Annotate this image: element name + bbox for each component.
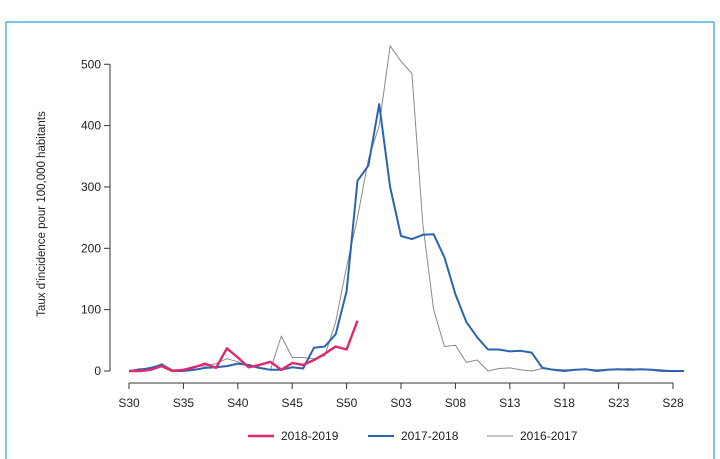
x-tick-label: S30	[118, 396, 140, 410]
series-line-2018-2019	[129, 320, 359, 373]
y-axis: 0 100 200 300 400 500	[81, 57, 111, 378]
legend-label: 2017-2018	[401, 429, 459, 443]
x-tick-label: S45	[282, 396, 304, 410]
x-tick-label: S03	[390, 396, 412, 410]
y-tick-label: 300	[81, 180, 101, 194]
x-tick-label: S23	[608, 396, 630, 410]
legend: 2018-2019 2017-2018 2016-2017	[248, 429, 578, 443]
x-tick-label: S18	[554, 396, 576, 410]
legend-label: 2018-2019	[281, 429, 339, 443]
x-tick-label: S50	[336, 396, 358, 410]
x-tick-label: S28	[662, 396, 684, 410]
x-axis: S30 S35 S40 S45 S50 S03 S08 S13 S18 S23 S28	[118, 382, 684, 410]
y-tick-label: 200	[81, 241, 101, 255]
y-tick-label: 500	[81, 57, 101, 71]
x-tick-label: S08	[445, 396, 467, 410]
x-tick-label: S35	[173, 396, 195, 410]
y-axis-title: Taux d'incidence pour 100,000 habitants	[36, 111, 48, 317]
x-tick-label: S40	[227, 396, 249, 410]
series-line-2016-2017	[128, 45, 684, 372]
series-line-2017-2018	[128, 103, 684, 372]
series-layer	[128, 45, 684, 373]
y-tick-label: 400	[81, 119, 101, 133]
y-tick-label: 100	[81, 303, 101, 317]
legend-label: 2016-2017	[520, 429, 578, 443]
x-tick-label: S13	[499, 396, 521, 410]
y-tick-label: 0	[94, 364, 101, 378]
